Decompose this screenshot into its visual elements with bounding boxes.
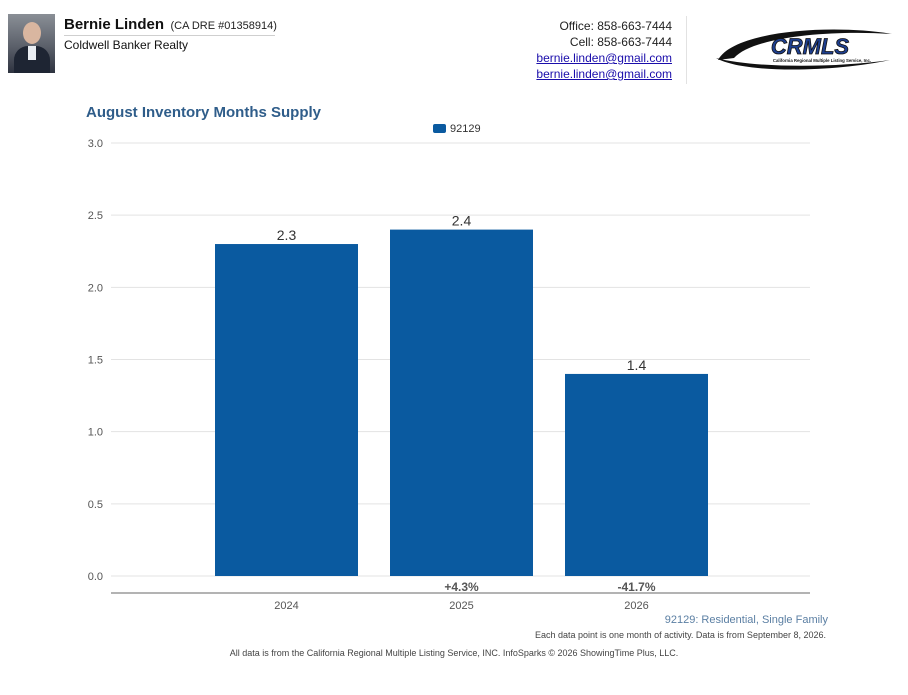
legend-swatch (433, 124, 446, 133)
contact-block: Office: 858-663-7444 Cell: 858-663-7444 … (536, 18, 672, 82)
series-note: 92129: Residential, Single Family (664, 614, 828, 626)
y-axis-ticks: 0.0 0.5 1.0 1.5 2.0 2.5 3.0 (88, 138, 103, 583)
agent-company: Coldwell Banker Realty (64, 38, 189, 52)
x-tick-label: 2024 (274, 600, 298, 612)
logo-text: CRMLS (771, 34, 850, 59)
change-labels: +4.3% -41.7% (444, 580, 656, 594)
bar (215, 244, 358, 577)
x-tick-label: 2025 (449, 600, 473, 612)
legend[interactable]: 92129 (433, 123, 481, 135)
agent-photo (8, 14, 55, 73)
data-labels: 2.3 2.4 1.4 (277, 213, 647, 373)
bar (390, 229, 533, 576)
source-note: All data is from the California Regional… (229, 648, 679, 658)
chart-title: August Inventory Months Supply (86, 104, 321, 121)
email-link-1[interactable]: bernie.linden@gmail.com (536, 51, 672, 65)
x-axis-ticks: 2024 2025 2026 (274, 600, 648, 612)
y-tick-label: 3.0 (88, 138, 103, 150)
bars (215, 229, 708, 577)
x-tick-label: 2026 (624, 600, 648, 612)
y-tick-label: 1.5 (88, 355, 103, 367)
agent-license: (CA DRE #01358914) (170, 20, 277, 32)
activity-note: Each data point is one month of activity… (535, 630, 826, 640)
header-divider (686, 16, 687, 84)
data-label: 2.3 (277, 227, 297, 243)
agent-name-line: Bernie Linden (CA DRE #01358914) (64, 16, 277, 34)
y-tick-label: 2.5 (88, 210, 103, 222)
legend-label: 92129 (450, 123, 481, 135)
data-label: 2.4 (452, 213, 472, 229)
y-tick-label: 1.0 (88, 427, 103, 439)
data-label: 1.4 (627, 357, 647, 373)
y-tick-label: 2.0 (88, 282, 103, 294)
y-tick-label: 0.5 (88, 499, 103, 511)
agent-name: Bernie Linden (64, 16, 165, 33)
crmls-logo: CRMLS California Regional Multiple Listi… (716, 29, 892, 70)
email-link-2[interactable]: bernie.linden@gmail.com (536, 67, 672, 81)
cell-phone: Cell: 858-663-7444 (569, 35, 672, 49)
logo-subtext: California Regional Multiple Listing Ser… (773, 58, 871, 63)
name-divider (64, 35, 275, 36)
office-phone: Office: 858-663-7444 (559, 19, 672, 33)
y-tick-label: 0.0 (88, 571, 103, 583)
change-label: +4.3% (444, 580, 479, 594)
bar (565, 373, 708, 576)
change-label: -41.7% (617, 580, 655, 594)
